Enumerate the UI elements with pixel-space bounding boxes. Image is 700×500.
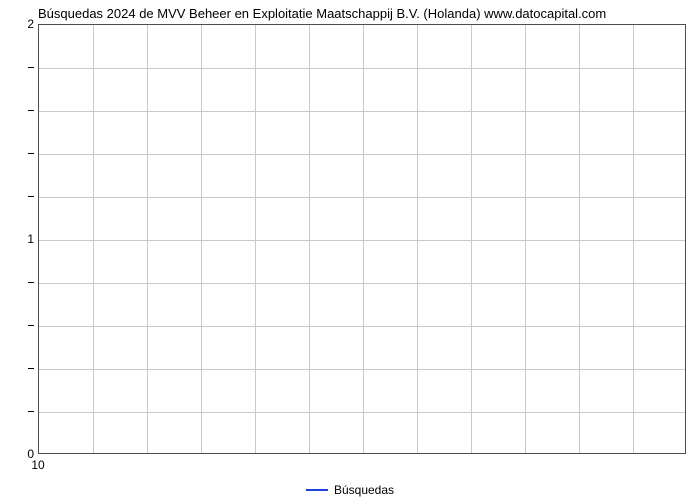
- grid-vline: [471, 25, 472, 453]
- y-minor-tick: [28, 325, 34, 326]
- grid-hline: [39, 412, 685, 413]
- y-minor-tick: [28, 368, 34, 369]
- y-minor-tick: [28, 67, 34, 68]
- y-minor-tick: [28, 153, 34, 154]
- grid-vline: [255, 25, 256, 453]
- grid-vline: [309, 25, 310, 453]
- plot-area: [38, 24, 686, 454]
- grid-hline: [39, 240, 685, 241]
- y-minor-tick: [28, 411, 34, 412]
- grid-hline: [39, 283, 685, 284]
- grid-vline: [201, 25, 202, 453]
- y-minor-tick: [28, 110, 34, 111]
- grid-vline: [147, 25, 148, 453]
- grid-hline: [39, 326, 685, 327]
- grid-vline: [633, 25, 634, 453]
- y-minor-tick: [28, 282, 34, 283]
- grid-hline: [39, 197, 685, 198]
- grid-hline: [39, 154, 685, 155]
- legend: Búsquedas: [0, 482, 700, 497]
- y-tick-label: 0: [0, 448, 34, 460]
- y-minor-tick: [28, 196, 34, 197]
- grid-vline: [525, 25, 526, 453]
- chart-title: Búsquedas 2024 de MVV Beheer en Exploita…: [38, 6, 606, 21]
- y-tick-label: 2: [0, 18, 34, 30]
- grid-hline: [39, 369, 685, 370]
- y-tick-label: 1: [0, 233, 34, 245]
- x-tick-label: 10: [31, 458, 44, 472]
- chart-container: Búsquedas 2024 de MVV Beheer en Exploita…: [0, 6, 700, 500]
- grid-hline: [39, 111, 685, 112]
- legend-label: Búsquedas: [334, 483, 394, 497]
- grid-vline: [93, 25, 94, 453]
- legend-line: [306, 489, 328, 491]
- grid-hline: [39, 68, 685, 69]
- grid-vline: [579, 25, 580, 453]
- grid-vline: [363, 25, 364, 453]
- grid-vline: [417, 25, 418, 453]
